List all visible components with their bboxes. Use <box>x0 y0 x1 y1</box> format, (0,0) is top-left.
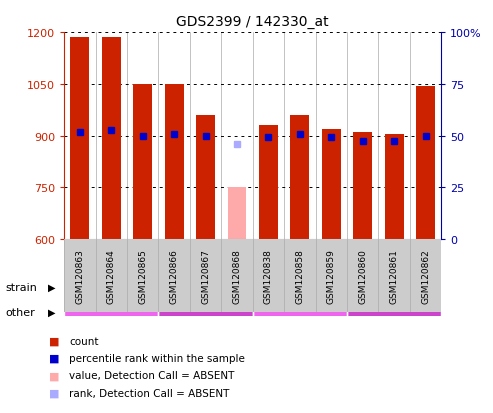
Text: other: other <box>5 307 35 317</box>
Bar <box>158 240 190 312</box>
Text: population 1: population 1 <box>76 297 146 306</box>
Bar <box>64 287 158 316</box>
Text: reference: reference <box>132 258 185 268</box>
Text: rank, Detection Call = ABSENT: rank, Detection Call = ABSENT <box>69 388 229 398</box>
Bar <box>102 38 121 240</box>
Bar <box>259 126 278 240</box>
Text: ▶: ▶ <box>48 282 56 292</box>
Text: population 4: population 4 <box>359 297 429 306</box>
Bar <box>316 240 347 312</box>
Text: ■: ■ <box>49 353 60 363</box>
Text: ■: ■ <box>49 370 60 380</box>
Text: GSM120867: GSM120867 <box>201 248 210 303</box>
Bar <box>385 135 403 240</box>
Text: value, Detection Call = ABSENT: value, Detection Call = ABSENT <box>69 370 234 380</box>
Bar <box>252 240 284 312</box>
Bar <box>347 240 378 312</box>
Bar <box>133 85 152 240</box>
Bar <box>221 240 252 312</box>
Bar <box>347 287 441 316</box>
Bar <box>227 188 246 240</box>
Text: GSM120862: GSM120862 <box>421 248 430 303</box>
Title: GDS2399 / 142330_at: GDS2399 / 142330_at <box>176 15 329 29</box>
Text: GSM120859: GSM120859 <box>327 248 336 303</box>
Text: GSM120864: GSM120864 <box>106 248 116 303</box>
Text: GSM120863: GSM120863 <box>75 248 84 303</box>
Bar <box>158 287 252 316</box>
Bar <box>165 85 183 240</box>
Bar <box>410 240 441 312</box>
Bar <box>252 240 441 287</box>
Text: GSM120865: GSM120865 <box>138 248 147 303</box>
Bar <box>96 240 127 312</box>
Bar <box>284 240 316 312</box>
Text: count: count <box>69 336 99 346</box>
Text: selected for aggressive behavior: selected for aggressive behavior <box>256 258 438 268</box>
Text: ■: ■ <box>49 388 60 398</box>
Bar <box>196 116 215 240</box>
Bar <box>353 133 372 240</box>
Text: GSM120860: GSM120860 <box>358 248 367 303</box>
Text: strain: strain <box>5 282 37 292</box>
Text: GSM120866: GSM120866 <box>170 248 178 303</box>
Text: population 3: population 3 <box>265 297 335 306</box>
Text: percentile rank within the sample: percentile rank within the sample <box>69 353 245 363</box>
Text: GSM120858: GSM120858 <box>295 248 304 303</box>
Bar <box>416 86 435 240</box>
Bar <box>252 287 347 316</box>
Text: ■: ■ <box>49 336 60 346</box>
Text: GSM120861: GSM120861 <box>389 248 399 303</box>
Text: GSM120838: GSM120838 <box>264 248 273 303</box>
Bar <box>70 38 89 240</box>
Text: ▶: ▶ <box>48 307 56 317</box>
Text: GSM120868: GSM120868 <box>232 248 242 303</box>
Bar <box>64 240 96 312</box>
Text: population 2: population 2 <box>171 297 241 306</box>
Bar <box>64 240 252 287</box>
Bar <box>322 129 341 240</box>
Bar <box>378 240 410 312</box>
Bar <box>290 116 309 240</box>
Bar <box>127 240 158 312</box>
Bar <box>190 240 221 312</box>
